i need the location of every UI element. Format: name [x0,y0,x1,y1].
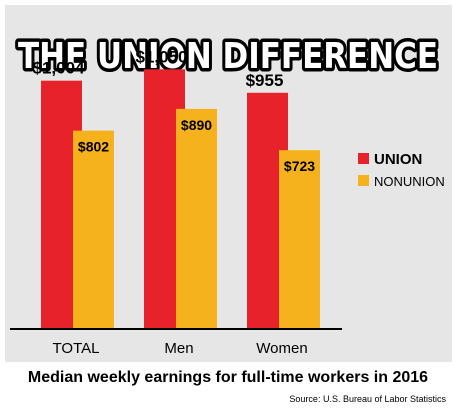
chart-subtitle: Median weekly earnings for full-time wor… [28,369,428,386]
data-label-nonunion-men: $890 [181,117,212,133]
legend-label-union: UNION [374,151,422,168]
bars-layer [41,69,320,330]
data-label-nonunion-women: $723 [284,158,315,174]
category-label-total: TOTAL [53,340,100,357]
bar-nonunion-men [176,108,217,329]
data-label-nonunion-total: $802 [78,139,109,155]
chart-source: Source: U.S. Bureau of Labor Statistics [289,394,446,404]
bar-nonunion-total [73,130,114,329]
data-label-union-women: $955 [246,71,284,90]
category-label-women: Women [256,340,307,357]
data-label-union-men: $1,050 [136,47,188,66]
legend-label-nonunion: NONUNION [374,174,445,189]
bar-nonunion-women [279,150,320,329]
bar-labels-layer: $1,004 $802 $1,050 $890 $955 $723 [33,47,316,174]
data-label-union-total: $1,004 [33,59,86,78]
category-label-men: Men [164,340,193,357]
category-labels-layer: TOTAL Men Women [53,340,308,357]
legend-swatch-nonunion [358,175,369,186]
chart-title: THE UNION DIFFERENCE [18,36,438,77]
legend-swatch-union [358,153,369,164]
legend: UNION NONUNION [358,151,445,189]
